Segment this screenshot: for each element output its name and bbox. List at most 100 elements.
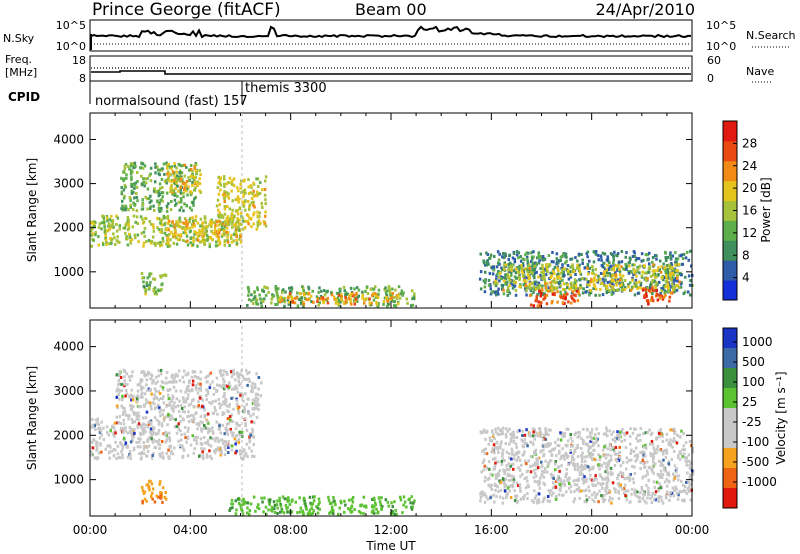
- data-cell: [200, 447, 203, 451]
- data-cell: [413, 499, 416, 503]
- data-cell: [559, 478, 563, 482]
- data-cell: [572, 452, 575, 456]
- data-cell: [513, 281, 516, 285]
- data-cell: [377, 288, 381, 292]
- data-cell: [605, 429, 609, 433]
- data-cell: [161, 397, 164, 401]
- data-cell: [575, 289, 579, 293]
- data-cell: [374, 294, 378, 298]
- data-cell: [555, 478, 559, 482]
- data-cell: [558, 469, 561, 473]
- data-cell: [616, 266, 619, 270]
- data-cell: [565, 467, 569, 471]
- data-cell: [223, 385, 227, 389]
- data-cell: [120, 382, 123, 386]
- data-cell: [493, 437, 496, 441]
- data-cell: [232, 184, 236, 188]
- data-cell: [641, 450, 644, 454]
- data-cell: [613, 452, 617, 456]
- data-cell: [139, 166, 143, 170]
- data-cell: [551, 269, 555, 273]
- data-cell: [556, 437, 560, 441]
- data-cell: [328, 502, 332, 505]
- data-cell: [607, 472, 610, 476]
- data-cell: [603, 252, 606, 256]
- data-cell: [625, 456, 628, 460]
- data-cell: [253, 205, 256, 209]
- data-cell: [173, 162, 176, 166]
- data-cell: [518, 483, 522, 487]
- data-cell: [131, 420, 135, 424]
- data-cell: [166, 216, 170, 220]
- data-cell: [337, 293, 341, 297]
- data-cell: [205, 413, 208, 417]
- data-cell: [593, 500, 596, 503]
- data-cell: [613, 449, 616, 453]
- data-cell: [158, 447, 161, 451]
- data-cell: [343, 499, 346, 503]
- data-cell: [562, 282, 566, 286]
- data-cell: [658, 268, 661, 272]
- data-cell: [564, 453, 567, 457]
- data-cell: [503, 482, 506, 485]
- data-cell: [608, 265, 612, 269]
- data-cell: [608, 272, 611, 275]
- data-cell: [684, 485, 687, 489]
- data-cell: [658, 482, 661, 486]
- data-cell: [591, 265, 594, 269]
- data-cell: [559, 438, 563, 442]
- data-cell: [234, 427, 238, 431]
- data-cell: [125, 372, 129, 376]
- data-cell: [545, 267, 549, 271]
- data-cell: [595, 279, 598, 282]
- data-cell: [689, 249, 692, 253]
- data-cell: [199, 370, 203, 374]
- data-cell: [571, 263, 574, 267]
- data-cell: [240, 179, 243, 183]
- data-cell: [161, 199, 164, 203]
- data-cell: [618, 445, 621, 449]
- data-cell: [688, 482, 691, 486]
- data-cell: [125, 445, 129, 449]
- data-cell: [188, 216, 192, 220]
- data-cell: [91, 232, 95, 236]
- data-cell: [524, 486, 528, 490]
- data-cell: [186, 239, 189, 243]
- data-cell: [276, 294, 279, 298]
- data-cell: [159, 372, 163, 376]
- data-cell: [650, 280, 654, 284]
- data-cell: [511, 283, 514, 287]
- data-cell: [594, 433, 597, 437]
- data-cell: [224, 440, 227, 443]
- data-cell: [261, 300, 265, 303]
- data-cell: [229, 507, 232, 510]
- data-cell: [572, 298, 575, 302]
- data-cell: [156, 216, 159, 220]
- data-cell: [609, 274, 613, 278]
- data-cell: [637, 499, 641, 503]
- data-cell: [208, 428, 212, 431]
- sky-tick-top: 10^5: [56, 19, 86, 32]
- data-cell: [643, 277, 647, 281]
- data-cell: [614, 276, 617, 280]
- data-cell: [173, 446, 176, 450]
- data-cell: [556, 300, 559, 304]
- data-cell: [538, 259, 541, 263]
- data-cell: [194, 215, 198, 219]
- data-cell: [652, 263, 655, 267]
- data-cell: [111, 237, 114, 241]
- data-cell: [671, 282, 674, 286]
- data-cell: [227, 192, 230, 196]
- data-cell: [607, 453, 610, 457]
- data-cell: [315, 295, 319, 299]
- data-cell: [239, 233, 242, 237]
- data-cell: [183, 228, 187, 232]
- data-cell: [597, 444, 600, 448]
- data-cell: [109, 224, 113, 228]
- data-cell: [640, 259, 643, 263]
- data-cell: [631, 278, 634, 282]
- data-cell: [152, 235, 155, 239]
- data-cell: [493, 483, 497, 487]
- data-cell: [175, 431, 179, 435]
- cpid-row: CPID normalsound (fast) 157 themis 3300: [8, 81, 327, 109]
